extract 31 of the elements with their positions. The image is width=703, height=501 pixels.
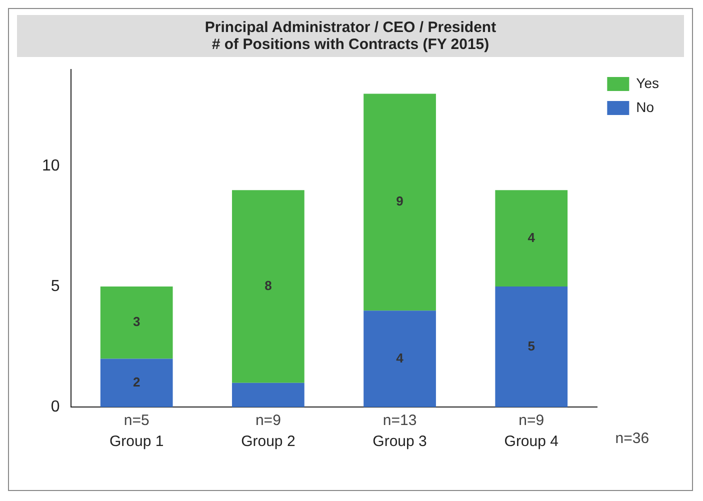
bar xyxy=(495,286,568,407)
x-tick-label: Group 4 xyxy=(504,433,558,450)
data-label: 2 xyxy=(132,374,140,390)
x-tick-label: Group 1 xyxy=(109,433,164,450)
bar xyxy=(100,286,173,359)
text: n=9 xyxy=(255,412,281,430)
data-label: 3 xyxy=(132,314,140,330)
chart-title: Principal Administrator / CEO / President xyxy=(204,19,498,36)
text: n=5 xyxy=(124,412,150,430)
data-label: 9 xyxy=(396,194,404,209)
text: n=9 xyxy=(518,412,544,430)
bar xyxy=(232,382,304,407)
data-label: 4 xyxy=(528,230,536,245)
legend-label: No xyxy=(636,98,654,115)
legend-label: Yes xyxy=(636,74,660,91)
bar xyxy=(100,358,173,407)
data-label: 5 xyxy=(528,338,535,354)
x-tick-label: Group 3 xyxy=(372,433,427,450)
y-tick-label: 10 xyxy=(42,157,60,174)
data-label: 4 xyxy=(396,350,404,366)
bar xyxy=(232,190,304,383)
y-tick-label: 0 xyxy=(50,398,60,416)
chart-subtitle: # of Positions with Contracts (FY 2015) xyxy=(210,36,490,53)
bar xyxy=(364,310,436,407)
bar xyxy=(364,94,436,311)
text: n=13 xyxy=(382,412,417,430)
bar xyxy=(495,190,568,286)
data-label: 8 xyxy=(264,278,272,294)
y-tick-label: 5 xyxy=(50,278,60,295)
x-tick-label: Group 2 xyxy=(241,433,296,450)
text: n=36 xyxy=(615,430,650,448)
